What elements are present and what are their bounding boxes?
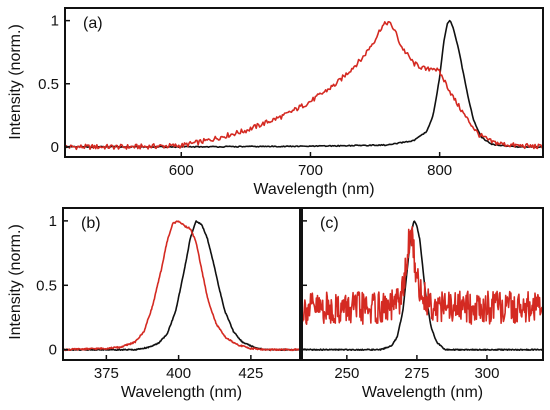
y-tick-label: 0.5 — [38, 76, 59, 93]
x-tick-label: 375 — [94, 365, 119, 382]
x-axis-label: Wavelength (nm) — [253, 181, 374, 198]
x-tick-label: 300 — [474, 365, 499, 382]
x-tick-label: 425 — [238, 365, 263, 382]
y-axis-label-bottom: Intensity (norm.) — [7, 224, 24, 340]
panel-label: (c) — [320, 215, 339, 232]
panel-b: 375 400 425 0 0.5 1 (b) Wavelength (nm) — [36, 207, 301, 401]
y-tick-label: 0.5 — [36, 277, 57, 294]
series-line-red — [302, 226, 543, 325]
y-tick-label: 1 — [49, 213, 57, 230]
y-tick-label: 1 — [51, 13, 59, 30]
x-tick-label: 275 — [404, 365, 429, 382]
x-tick-label: 250 — [334, 365, 359, 382]
plot-frame — [62, 207, 301, 361]
x-axis-label: Wavelength (nm) — [121, 384, 242, 401]
x-tick-label: 800 — [427, 162, 452, 179]
x-axis-label: Wavelength (nm) — [362, 384, 483, 401]
panel-label: (a) — [83, 15, 103, 32]
y-axis-label-top: Intensity (norm.) — [7, 24, 24, 140]
x-tick-label: 400 — [166, 365, 191, 382]
panel-a: 600 700 800 0 0.5 1 (a) Wavelength (nm) — [38, 7, 544, 198]
x-tick-label: 600 — [169, 162, 194, 179]
x-tick-label: 700 — [298, 162, 323, 179]
y-tick-label: 0 — [51, 139, 59, 156]
panel-c: 250 275 300 (c) Wavelength (nm) — [301, 207, 544, 401]
plot-frame — [301, 207, 544, 361]
series-line-red — [65, 21, 543, 151]
series-line-red — [63, 220, 300, 352]
series-line-black — [63, 220, 300, 352]
plot-frame — [64, 7, 544, 158]
series-line-black — [65, 19, 543, 149]
y-tick-label: 0 — [49, 342, 57, 359]
panel-label: (b) — [81, 215, 101, 232]
series-line-black — [302, 220, 543, 352]
